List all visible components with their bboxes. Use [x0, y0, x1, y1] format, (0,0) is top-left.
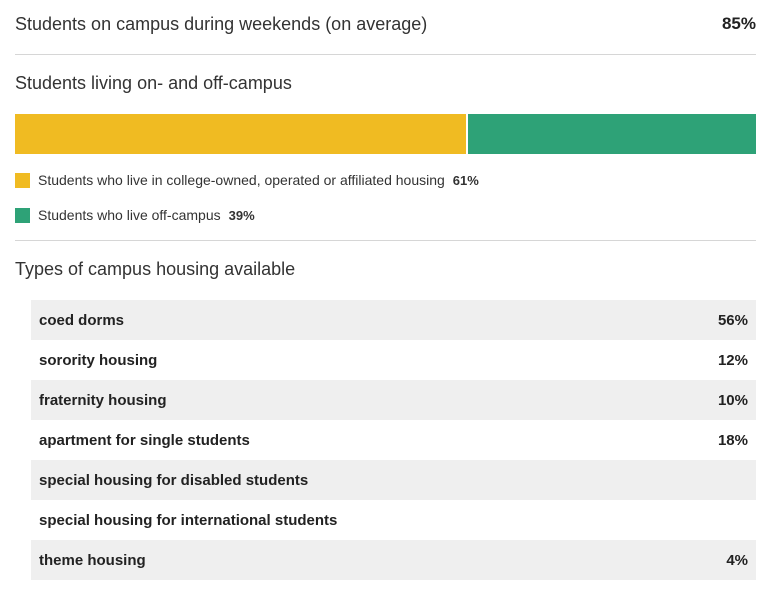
weekend-stat-row: Students on campus during weekends (on a…	[15, 11, 756, 37]
housing-percent: 18%	[717, 431, 748, 449]
living-split-bar	[15, 114, 756, 154]
housing-section-title: Types of campus housing available	[15, 259, 296, 279]
bar-segment-gap	[465, 114, 468, 154]
on-campus-bar-segment	[15, 114, 466, 154]
housing-name: sorority housing	[39, 351, 158, 369]
housing-row-sorority: sorority housing 12%	[31, 340, 756, 380]
housing-types-table: coed dorms 56% sorority housing 12% frat…	[31, 300, 756, 580]
legend-value-on-campus: 61%	[452, 172, 479, 188]
living-section-title: Students living on- and off-campus	[15, 73, 292, 93]
legend-item-off-campus: Students who live off-campus 39%	[15, 207, 255, 223]
housing-row-disabled: special housing for disabled students	[31, 460, 756, 500]
off-campus-bar-segment	[467, 114, 756, 154]
housing-row-fraternity: fraternity housing 10%	[31, 380, 756, 420]
housing-row-international: special housing for international studen…	[31, 500, 756, 540]
housing-name: theme housing	[39, 551, 146, 569]
housing-row-coed-dorms: coed dorms 56%	[31, 300, 756, 340]
legend-label-on-campus: Students who live in college-owned, oper…	[38, 172, 445, 188]
section-divider	[15, 54, 756, 55]
off-campus-swatch-icon	[15, 207, 30, 223]
legend-value-off-campus: 39%	[228, 207, 255, 223]
housing-row-single-apartment: apartment for single students 18%	[31, 420, 756, 460]
housing-name: coed dorms	[39, 311, 125, 329]
housing-percent: 56%	[717, 311, 748, 329]
housing-name: special housing for international studen…	[39, 511, 338, 529]
housing-name: special housing for disabled students	[39, 471, 309, 489]
housing-percent: 4%	[726, 551, 748, 569]
on-campus-swatch-icon	[15, 172, 30, 188]
housing-row-theme: theme housing 4%	[31, 540, 756, 580]
housing-percent: 12%	[717, 351, 748, 369]
weekend-stat-label: Students on campus during weekends (on a…	[15, 13, 428, 34]
legend-item-on-campus: Students who live in college-owned, oper…	[15, 172, 479, 188]
housing-percent: 10%	[717, 391, 748, 409]
legend-label-off-campus: Students who live off-campus	[38, 207, 221, 223]
weekend-stat-value: 85%	[721, 14, 756, 33]
section-divider	[15, 240, 756, 241]
housing-name: apartment for single students	[39, 431, 250, 449]
housing-name: fraternity housing	[39, 391, 167, 409]
